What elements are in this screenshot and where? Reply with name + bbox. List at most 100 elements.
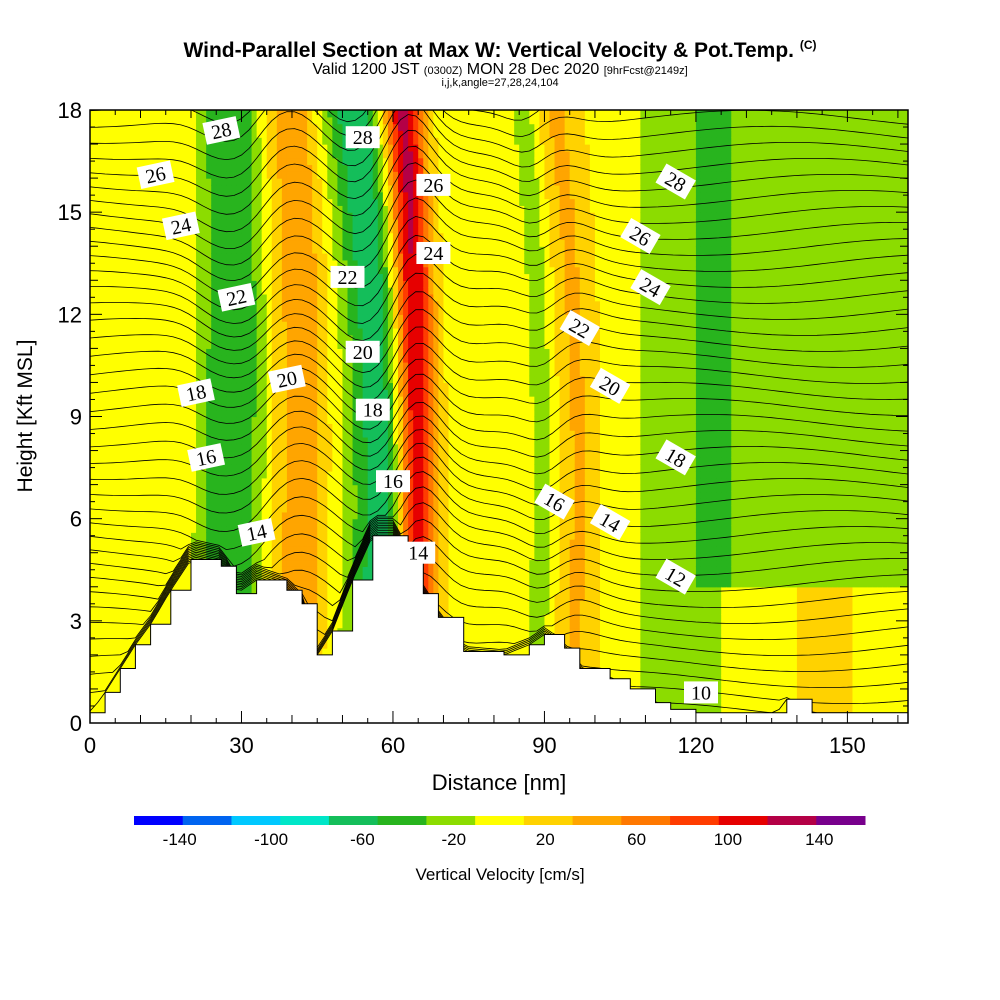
velocity-cell <box>160 191 167 200</box>
velocity-cell <box>206 300 212 309</box>
velocity-cell <box>206 532 212 540</box>
velocity-cell <box>165 539 172 547</box>
velocity-cell <box>302 348 308 356</box>
velocity-cell <box>231 518 238 527</box>
velocity-cell <box>115 607 121 615</box>
velocity-cell <box>362 382 369 390</box>
velocity-cell <box>327 375 333 384</box>
velocity-cell <box>125 532 131 540</box>
velocity-cell <box>105 539 111 547</box>
velocity-cell <box>185 110 192 118</box>
velocity-cell <box>337 566 344 574</box>
velocity-cell <box>266 375 273 384</box>
velocity-cell <box>105 259 111 268</box>
velocity-cell <box>231 457 238 465</box>
velocity-cell <box>231 171 238 179</box>
velocity-cell <box>276 205 283 213</box>
velocity-cell <box>251 505 258 513</box>
velocity-cell <box>165 464 172 472</box>
velocity-cell <box>155 484 162 493</box>
velocity-cell <box>236 137 243 145</box>
velocity-cell <box>120 334 126 343</box>
velocity-cell <box>115 416 121 424</box>
velocity-cell <box>271 130 278 138</box>
velocity-cell <box>100 566 106 574</box>
velocity-cell <box>322 266 328 275</box>
velocity-cell <box>185 457 192 465</box>
velocity-cell <box>180 470 187 479</box>
velocity-cell <box>90 164 96 172</box>
velocity-cell <box>145 293 152 302</box>
velocity-cell <box>170 505 177 513</box>
velocity-cell <box>180 287 187 295</box>
velocity-cell <box>286 511 293 520</box>
velocity-cell <box>150 123 157 132</box>
velocity-cell <box>145 423 152 431</box>
velocity-cell <box>95 348 101 356</box>
velocity-cell <box>226 443 232 452</box>
velocity-cell <box>140 218 147 227</box>
velocity-cell <box>327 259 333 268</box>
velocity-cell <box>125 137 131 145</box>
velocity-cell <box>236 205 243 213</box>
velocity-cell <box>135 321 142 329</box>
velocity-cell <box>105 620 111 629</box>
velocity-cell <box>140 511 147 520</box>
velocity-cell <box>155 218 162 227</box>
velocity-cell <box>140 259 147 268</box>
velocity-cell <box>115 525 121 533</box>
velocity-cell <box>100 287 106 295</box>
velocity-cell <box>125 634 131 642</box>
velocity-cell <box>150 225 157 234</box>
velocity-cell <box>201 150 207 159</box>
velocity-cell <box>216 232 222 241</box>
velocity-cell <box>155 157 162 166</box>
velocity-cell <box>115 573 121 581</box>
velocity-cell <box>362 334 369 343</box>
velocity-cell <box>276 457 283 465</box>
velocity-cell <box>105 375 111 384</box>
velocity-cell <box>120 239 126 247</box>
velocity-cell <box>337 191 344 200</box>
velocity-cell <box>231 436 238 445</box>
velocity-cell <box>155 573 162 581</box>
velocity-cell <box>362 191 369 200</box>
velocity-cell <box>125 389 131 397</box>
velocity-cell <box>307 362 313 370</box>
velocity-cell <box>352 110 359 118</box>
velocity-cell <box>226 191 232 200</box>
velocity-cell <box>342 171 349 179</box>
velocity-cell <box>120 116 126 125</box>
velocity-cell <box>160 334 167 343</box>
velocity-cell <box>357 212 364 220</box>
velocity-cell <box>145 389 152 397</box>
velocity-cell <box>216 239 222 247</box>
velocity-cell <box>322 362 328 370</box>
velocity-cell <box>226 266 232 275</box>
velocity-cell <box>120 205 126 213</box>
velocity-cell <box>145 273 152 281</box>
velocity-cell <box>155 389 162 397</box>
velocity-cell <box>190 334 197 343</box>
velocity-cell <box>185 477 192 486</box>
velocity-cell <box>155 341 162 349</box>
velocity-cell <box>332 191 339 200</box>
velocity-cell <box>125 443 131 452</box>
velocity-cell <box>347 334 354 343</box>
velocity-cell <box>307 157 313 166</box>
velocity-cell <box>322 300 328 309</box>
velocity-cell <box>367 545 374 554</box>
velocity-cell <box>236 246 243 254</box>
velocity-cell <box>165 362 172 370</box>
velocity-cell <box>367 436 374 445</box>
velocity-cell <box>135 246 142 254</box>
velocity-cell <box>201 232 207 241</box>
velocity-cell <box>231 511 238 520</box>
velocity-cell <box>130 130 137 138</box>
velocity-cell <box>115 382 121 390</box>
velocity-cell <box>281 171 288 179</box>
velocity-cell <box>342 327 349 336</box>
velocity-cell <box>317 130 323 138</box>
velocity-cell <box>95 450 101 458</box>
velocity-cell <box>130 477 137 486</box>
